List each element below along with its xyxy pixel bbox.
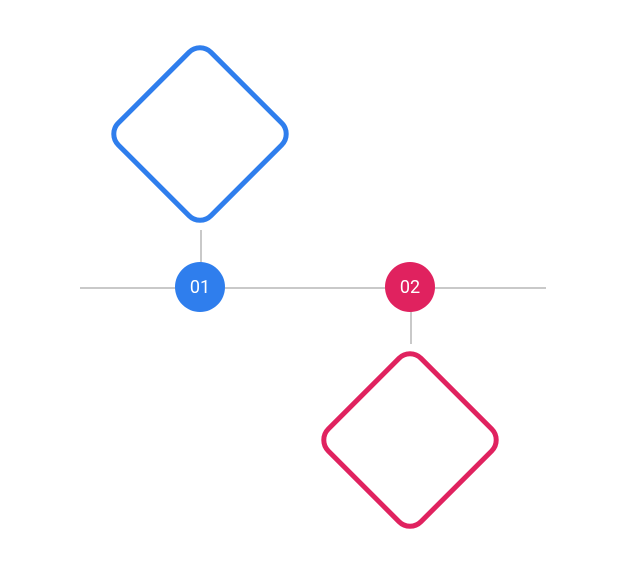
step-node-2: 02 xyxy=(385,262,435,312)
step-diamond-1 xyxy=(104,38,296,230)
timeline-infographic: 01 02 xyxy=(0,0,626,574)
step-diamond-2 xyxy=(314,344,506,536)
axis-line xyxy=(80,287,546,289)
step-node-2-label: 02 xyxy=(400,277,420,298)
step-node-1-label: 01 xyxy=(190,277,210,298)
step-node-1: 01 xyxy=(175,262,225,312)
